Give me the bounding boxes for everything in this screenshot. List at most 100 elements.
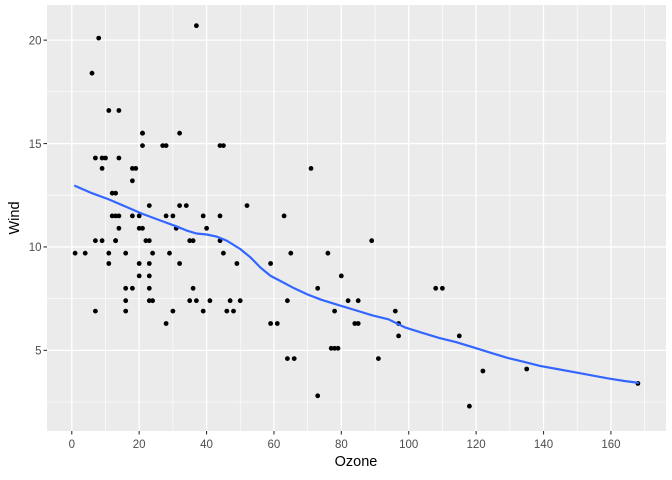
x-axis-title: Ozone [335, 454, 378, 470]
data-point [332, 345, 337, 351]
data-point [146, 273, 152, 279]
data-point [160, 143, 166, 149]
x-tick-label: 0 [69, 439, 75, 451]
y-tick-label: 15 [29, 139, 42, 151]
data-point [116, 108, 122, 113]
data-point [163, 213, 169, 219]
data-point [345, 298, 351, 304]
data-point [140, 225, 145, 231]
data-point [146, 285, 152, 291]
data-point [146, 203, 152, 209]
y-tick-label: 10 [29, 242, 42, 254]
loess-smooth-line [74, 184, 639, 384]
y-axis-tick-labels: 5 10 15 20 [29, 35, 42, 357]
data-point [392, 308, 398, 314]
data-point [190, 285, 196, 291]
data-point [325, 250, 331, 256]
data-point [335, 345, 341, 351]
scatter-points [72, 23, 641, 409]
data-point [136, 213, 142, 219]
data-point [274, 321, 280, 326]
data-point [109, 190, 115, 196]
data-point [170, 213, 176, 219]
data-point [177, 261, 183, 266]
y-axis-title: Wind [7, 201, 23, 234]
data-point [116, 155, 122, 161]
data-point [328, 345, 334, 351]
data-point [268, 321, 273, 326]
data-point [217, 213, 223, 219]
data-point [440, 285, 445, 291]
data-point [187, 298, 193, 304]
data-point [281, 213, 287, 219]
data-point [207, 298, 213, 304]
data-point [89, 70, 95, 76]
data-point [93, 238, 98, 244]
data-point [163, 321, 169, 326]
data-point [146, 261, 152, 266]
data-point [82, 250, 88, 256]
data-point [146, 238, 152, 244]
data-point [221, 250, 226, 256]
x-tick-label: 140 [534, 439, 553, 451]
data-point [244, 203, 250, 209]
data-point [130, 166, 135, 171]
data-point [194, 298, 199, 304]
data-point [355, 321, 361, 326]
data-point [96, 35, 102, 41]
data-point [190, 238, 196, 244]
x-tick-label: 80 [335, 439, 348, 451]
data-point [136, 273, 142, 279]
data-point [93, 308, 98, 314]
data-point [123, 250, 129, 256]
axis-tick-marks [43, 39, 612, 435]
data-point [130, 213, 135, 219]
data-point [315, 393, 321, 399]
x-tick-label: 120 [467, 439, 486, 451]
y-tick-label: 5 [35, 346, 41, 358]
data-point [355, 298, 361, 304]
data-point [72, 250, 78, 256]
data-point [136, 261, 142, 266]
data-point [234, 261, 240, 266]
data-point [285, 356, 290, 361]
data-point [99, 155, 105, 161]
x-tick-label: 40 [200, 439, 213, 451]
data-point [106, 108, 112, 113]
data-point [204, 225, 210, 231]
data-point [376, 356, 381, 361]
data-point [163, 143, 169, 149]
plot-panel [47, 5, 666, 431]
data-point [332, 308, 337, 314]
data-point [369, 238, 375, 244]
data-point [116, 213, 122, 219]
data-point [467, 403, 472, 409]
data-point [116, 225, 122, 231]
data-point [146, 298, 152, 304]
data-point [140, 130, 145, 136]
data-point [200, 213, 206, 219]
data-point [221, 143, 226, 149]
data-point [177, 130, 183, 136]
data-point [109, 213, 115, 219]
data-point [150, 250, 156, 256]
x-tick-label: 100 [399, 439, 418, 451]
data-point [133, 166, 139, 171]
data-point [150, 298, 156, 304]
data-point [113, 238, 118, 244]
data-point [177, 203, 183, 209]
data-point [123, 285, 129, 291]
y-tick-label: 20 [29, 35, 42, 47]
data-point [285, 298, 290, 304]
data-point [308, 166, 314, 171]
data-point [352, 321, 358, 326]
data-point [93, 155, 98, 161]
data-point [524, 366, 530, 372]
data-point [113, 213, 118, 219]
data-point [227, 298, 233, 304]
data-point [237, 298, 243, 304]
data-point [224, 308, 230, 314]
data-point [106, 261, 112, 266]
data-point [315, 285, 321, 291]
